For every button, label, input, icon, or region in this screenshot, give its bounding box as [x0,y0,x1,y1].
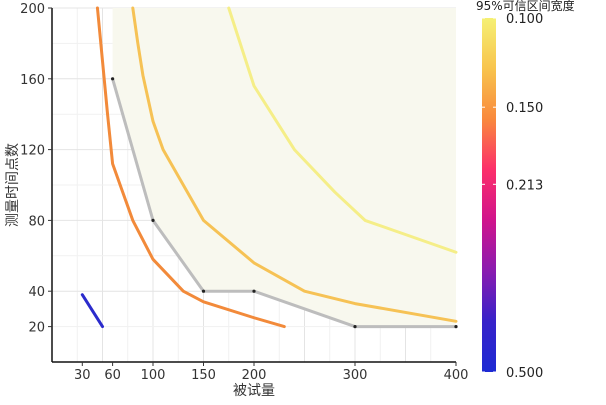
x-tick-label: 200 [242,368,267,383]
contour-line-4 [227,6,458,254]
x-ticks: 30 60 100 150 200 300 400 [74,362,468,383]
y-tick-label: 160 [20,73,45,88]
colorbar: 95%可信区间宽度 0.100 0.150 0.213 0.500 [476,0,575,381]
x-tick-label: 300 [343,368,368,383]
x-tick-label: 30 [74,368,91,383]
colorbar-tick-label: 0.213 [506,178,543,193]
contour-line-2 [95,6,286,329]
x-tick-label: 100 [141,368,166,383]
contour-line-1 [80,293,104,329]
y-ticks: 20 40 80 120 160 200 [20,2,52,336]
y-tick-label: 40 [28,285,45,300]
design-point [111,77,115,81]
y-tick-label: 200 [20,2,45,17]
shaded-feasible-region [112,8,456,327]
design-point [151,218,155,222]
colorbar-tick-label: 0.500 [506,366,543,381]
x-tick-label: 400 [444,368,469,383]
design-point [201,289,206,293]
design-point [353,325,357,329]
colorbar-tick-label: 0.100 [506,12,543,27]
design-point [454,325,458,329]
colorbar-tick-label: 0.150 [506,101,543,116]
contour-line-3 [131,6,458,323]
y-tick-label: 120 [20,144,45,159]
minimum-design-line [111,77,458,329]
colorbar-title: 95%可信区间宽度 [476,0,575,13]
y-tick-label: 20 [28,321,45,336]
y-tick-label: 80 [28,214,45,229]
series-lines [80,6,458,329]
colorbar-gradient [482,18,496,372]
design-point [252,289,256,293]
x-tick-label: 60 [104,368,121,383]
colorbar-ticks: 0.100 0.150 0.213 0.500 [482,12,543,381]
x-axis-title: 被试量 [233,383,275,399]
x-tick-label: 150 [191,368,216,383]
y-axis-title: 测量时间点数 [5,143,21,227]
